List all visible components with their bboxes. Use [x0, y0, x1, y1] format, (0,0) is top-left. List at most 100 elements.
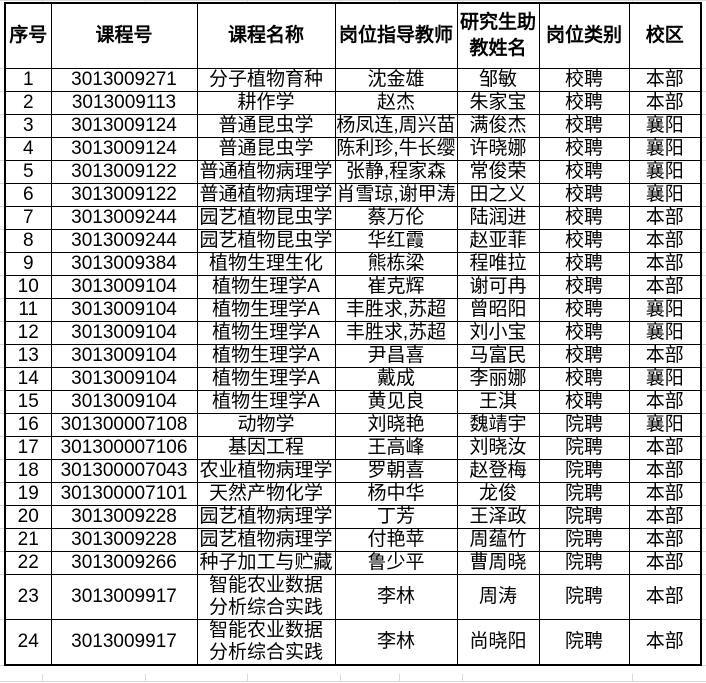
- cell-index[interactable]: 21: [4, 527, 52, 552]
- cell-course_name[interactable]: 植物生理学A: [196, 389, 336, 414]
- cell-category[interactable]: 校聘: [538, 67, 630, 92]
- cell-index[interactable]: 12: [4, 320, 52, 345]
- cell-campus[interactable]: 本部: [628, 458, 702, 483]
- cell-supervisor[interactable]: 丰胜求,苏超: [334, 320, 458, 345]
- cell-campus[interactable]: 本部: [628, 389, 702, 414]
- cell-course_name[interactable]: 种子加工与贮藏: [196, 550, 336, 575]
- cell-category[interactable]: 院聘: [538, 504, 630, 529]
- cell-supervisor[interactable]: 杨凤连,周兴苗: [334, 113, 458, 138]
- column-header-campus[interactable]: 校区: [628, 2, 702, 69]
- cell-ta_name[interactable]: 程唯拉: [456, 251, 540, 276]
- cell-course_id[interactable]: 3013009271: [50, 67, 198, 92]
- cell-index[interactable]: 11: [4, 297, 52, 322]
- cell-ta_name[interactable]: 刘晓汝: [456, 435, 540, 460]
- column-header-course_id[interactable]: 课程号: [50, 2, 198, 69]
- cell-campus[interactable]: 本部: [628, 481, 702, 506]
- cell-ta_name[interactable]: 朱家宝: [456, 90, 540, 115]
- cell-course_id[interactable]: 3013009124: [50, 113, 198, 138]
- cell-course_name[interactable]: 园艺植物病理学: [196, 527, 336, 552]
- cell-supervisor[interactable]: 熊栋梁: [334, 251, 458, 276]
- cell-campus[interactable]: 本部: [628, 90, 702, 115]
- cell-campus[interactable]: 襄阳: [628, 297, 702, 322]
- cell-course_name[interactable]: 植物生理学A: [196, 274, 336, 299]
- cell-category[interactable]: 校聘: [538, 320, 630, 345]
- cell-category[interactable]: 校聘: [538, 136, 630, 161]
- cell-ta_name[interactable]: 常俊荣: [456, 159, 540, 184]
- cell-category[interactable]: 校聘: [538, 297, 630, 322]
- cell-category[interactable]: 校聘: [538, 90, 630, 115]
- cell-category[interactable]: 院聘: [538, 618, 630, 665]
- cell-category[interactable]: 校聘: [538, 159, 630, 184]
- cell-campus[interactable]: 本部: [628, 205, 702, 230]
- cell-supervisor[interactable]: 肖雪琼,谢甲涛: [334, 182, 458, 207]
- cell-ta_name[interactable]: 尚晓阳: [456, 618, 540, 665]
- cell-supervisor[interactable]: 李林: [334, 618, 458, 665]
- cell-course_id[interactable]: 3013009104: [50, 389, 198, 414]
- cell-ta_name[interactable]: 许晓娜: [456, 136, 540, 161]
- cell-ta_name[interactable]: 赵亚菲: [456, 228, 540, 253]
- cell-course_name[interactable]: 智能农业数据 分析综合实践: [196, 573, 336, 620]
- cell-ta_name[interactable]: 王淇: [456, 389, 540, 414]
- cell-campus[interactable]: 本部: [628, 527, 702, 552]
- cell-category[interactable]: 院聘: [538, 435, 630, 460]
- cell-supervisor[interactable]: 丁芳: [334, 504, 458, 529]
- cell-course_name[interactable]: 分子植物育种: [196, 67, 336, 92]
- cell-campus[interactable]: 本部: [628, 618, 702, 665]
- cell-supervisor[interactable]: 张静,程家森: [334, 159, 458, 184]
- cell-category[interactable]: 院聘: [538, 573, 630, 620]
- cell-course_id[interactable]: 301300007108: [50, 412, 198, 437]
- cell-course_name[interactable]: 天然产物化学: [196, 481, 336, 506]
- cell-supervisor[interactable]: 刘晓艳: [334, 412, 458, 437]
- cell-ta_name[interactable]: 魏靖宇: [456, 412, 540, 437]
- cell-supervisor[interactable]: 黄见良: [334, 389, 458, 414]
- cell-campus[interactable]: 本部: [628, 67, 702, 92]
- cell-ta_name[interactable]: 满俊杰: [456, 113, 540, 138]
- cell-campus[interactable]: 襄阳: [628, 136, 702, 161]
- cell-index[interactable]: 23: [4, 573, 52, 620]
- cell-course_name[interactable]: 智能农业数据 分析综合实践: [196, 618, 336, 665]
- cell-course_id[interactable]: 3013009122: [50, 182, 198, 207]
- cell-course_name[interactable]: 植物生理生化: [196, 251, 336, 276]
- cell-category[interactable]: 校聘: [538, 228, 630, 253]
- cell-supervisor[interactable]: 华红霞: [334, 228, 458, 253]
- column-header-index[interactable]: 序号: [4, 2, 52, 69]
- cell-category[interactable]: 院聘: [538, 412, 630, 437]
- cell-index[interactable]: 22: [4, 550, 52, 575]
- cell-category[interactable]: 校聘: [538, 113, 630, 138]
- cell-campus[interactable]: 本部: [628, 435, 702, 460]
- cell-course_id[interactable]: 3013009104: [50, 297, 198, 322]
- cell-campus[interactable]: 本部: [628, 343, 702, 368]
- cell-course_id[interactable]: 3013009228: [50, 527, 198, 552]
- cell-category[interactable]: 校聘: [538, 274, 630, 299]
- cell-course_name[interactable]: 普通昆虫学: [196, 136, 336, 161]
- cell-campus[interactable]: 本部: [628, 228, 702, 253]
- cell-course_id[interactable]: 301300007101: [50, 481, 198, 506]
- cell-supervisor[interactable]: 鲁少平: [334, 550, 458, 575]
- cell-ta_name[interactable]: 李丽娜: [456, 366, 540, 391]
- cell-index[interactable]: 17: [4, 435, 52, 460]
- cell-ta_name[interactable]: 邹敏: [456, 67, 540, 92]
- cell-supervisor[interactable]: 崔克辉: [334, 274, 458, 299]
- cell-course_id[interactable]: 3013009104: [50, 320, 198, 345]
- cell-campus[interactable]: 襄阳: [628, 320, 702, 345]
- cell-index[interactable]: 18: [4, 458, 52, 483]
- cell-course_name[interactable]: 园艺植物病理学: [196, 504, 336, 529]
- cell-index[interactable]: 13: [4, 343, 52, 368]
- cell-ta_name[interactable]: 刘小宝: [456, 320, 540, 345]
- cell-course_id[interactable]: 3013009228: [50, 504, 198, 529]
- cell-course_id[interactable]: 3013009104: [50, 343, 198, 368]
- cell-course_name[interactable]: 植物生理学A: [196, 366, 336, 391]
- cell-category[interactable]: 院聘: [538, 481, 630, 506]
- cell-course_name[interactable]: 普通植物病理学: [196, 182, 336, 207]
- cell-category[interactable]: 校聘: [538, 251, 630, 276]
- cell-index[interactable]: 9: [4, 251, 52, 276]
- cell-index[interactable]: 20: [4, 504, 52, 529]
- cell-supervisor[interactable]: 戴成: [334, 366, 458, 391]
- cell-index[interactable]: 7: [4, 205, 52, 230]
- cell-category[interactable]: 校聘: [538, 366, 630, 391]
- cell-ta_name[interactable]: 曹周晓: [456, 550, 540, 575]
- cell-index[interactable]: 8: [4, 228, 52, 253]
- cell-campus[interactable]: 襄阳: [628, 159, 702, 184]
- cell-index[interactable]: 2: [4, 90, 52, 115]
- cell-category[interactable]: 校聘: [538, 182, 630, 207]
